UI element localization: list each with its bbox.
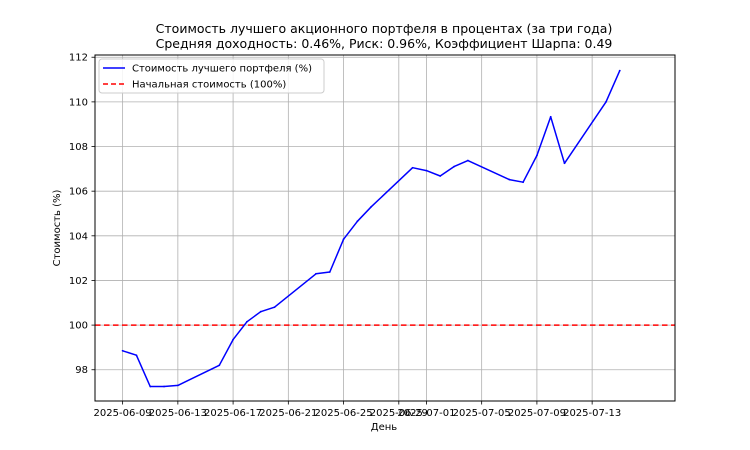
x-tick-label: 2025-06-09	[94, 408, 152, 419]
y-tick-label: 110	[69, 97, 88, 108]
portfolio-data-point	[121, 349, 124, 352]
x-tick-label: 2025-07-13	[563, 408, 621, 419]
x-axis-label: День	[371, 422, 398, 433]
x-tick-label: 2025-06-29	[370, 408, 428, 419]
y-tick-label: 98	[75, 365, 88, 376]
portfolio-data-point	[605, 100, 607, 103]
x-tick-label: 2025-06-13	[149, 408, 207, 419]
ticks: 2025-06-092025-06-132025-06-172025-06-21…	[69, 53, 621, 419]
portfolio-data-point	[466, 159, 469, 162]
x-tick-label: 2025-06-17	[204, 408, 262, 419]
portfolio-data-point	[273, 306, 276, 309]
x-tick-label: 2025-06-21	[259, 408, 317, 419]
portfolio-data-point	[425, 169, 428, 172]
portfolio-data-point	[370, 205, 373, 208]
x-tick-label: 2025-07-01	[397, 408, 455, 419]
portfolio-data-point	[149, 385, 152, 388]
portfolio-data-point	[453, 165, 455, 168]
y-axis-label: Стоимость (%)	[52, 190, 63, 267]
x-tick-label: 2025-07-05	[453, 408, 511, 419]
portfolio-data-point	[218, 364, 221, 367]
x-tick-label: 2025-06-25	[315, 408, 373, 419]
portfolio-data-point	[246, 320, 248, 323]
y-tick-label: 100	[69, 321, 88, 332]
y-tick-label: 112	[69, 53, 88, 64]
portfolio-data-point	[176, 384, 179, 387]
portfolio-data-point	[315, 272, 317, 275]
portfolio-data-point	[536, 154, 538, 157]
portfolio-data-point	[618, 69, 621, 72]
legend-box	[98, 58, 325, 94]
y-tick-label: 106	[69, 187, 88, 198]
portfolio-data-point	[135, 354, 138, 357]
portfolio-data-point	[508, 178, 511, 181]
legend-label-initial: Начальная стоимость (100%)	[132, 80, 286, 91]
portfolio-data-point	[549, 115, 552, 118]
portfolio-data-point	[259, 310, 262, 313]
x-tick-label: 2025-07-09	[508, 408, 566, 419]
y-tick-label: 104	[69, 231, 88, 242]
portfolio-data-point	[411, 166, 414, 169]
legend: Стоимость лучшего портфеля (%) Начальная…	[98, 58, 325, 94]
chart-title: Стоимость лучшего акционного портфеля в …	[156, 21, 613, 36]
portfolio-data-point	[356, 220, 359, 223]
portfolio-data-point	[342, 238, 345, 241]
portfolio-data-point	[439, 175, 442, 177]
portfolio-data-point	[328, 271, 331, 273]
portfolio-data-point	[563, 162, 566, 165]
portfolio-data-point	[232, 338, 234, 341]
y-tick-label: 108	[69, 142, 88, 153]
portfolio-data-point	[163, 385, 165, 388]
legend-label-portfolio: Стоимость лучшего портфеля (%)	[132, 64, 312, 75]
plot-frame	[94, 54, 676, 402]
chart-subtitle: Средняя доходность: 0.46%, Риск: 0.96%, …	[156, 36, 613, 51]
portfolio-value-line	[122, 70, 621, 388]
grid	[95, 55, 675, 401]
y-tick-label: 102	[69, 276, 88, 287]
series-layer	[95, 69, 675, 388]
portfolio-data-point	[522, 181, 524, 184]
